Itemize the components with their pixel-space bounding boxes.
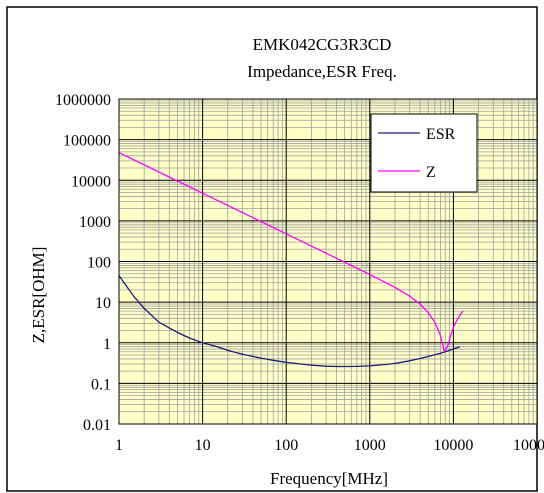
y-axis: 0.01 0.1 1 10 100 1000 10000 100000 1000000 <box>55 92 111 434</box>
x-tick-label: 100 <box>274 437 298 454</box>
y-tick-label: 0.01 <box>83 417 111 434</box>
legend: ESR Z <box>370 113 478 193</box>
x-tick-label: 10 <box>195 437 211 454</box>
y-tick-label: 1000 <box>79 214 111 231</box>
y-tick-label: 10000 <box>71 173 111 190</box>
legend-box <box>370 113 478 193</box>
x-tick-label: 1 <box>115 437 123 454</box>
x-axis-label: Frequency[MHz] <box>270 469 388 488</box>
y-tick-label: 1000000 <box>55 92 111 109</box>
y-tick-label: 100 <box>87 255 111 272</box>
plot-border <box>118 98 538 425</box>
legend-label-z: Z <box>426 164 436 181</box>
y-axis-label: Z,ESR[OHM] <box>29 247 48 344</box>
series-line-esr <box>118 275 461 368</box>
y-tick-label: 100000 <box>63 133 111 150</box>
y-tick-label: 0.1 <box>91 376 111 393</box>
series-line-z <box>118 152 464 352</box>
chart-title: EMK042CG3R3CD <box>253 35 392 54</box>
x-tick-label: 1000 <box>354 437 386 454</box>
chart-subtitle: Impedance,ESR Freq. <box>247 62 397 81</box>
x-tick-label: 10000 <box>433 437 473 454</box>
y-tick-label: 1 <box>103 336 111 353</box>
series-lines <box>118 152 464 368</box>
x-tick-label: 100000 <box>513 437 544 454</box>
x-axis: 1 10 100 1000 10000 100000 <box>115 437 544 454</box>
y-tick-label: 10 <box>95 295 111 312</box>
legend-label-esr: ESR <box>426 126 456 143</box>
